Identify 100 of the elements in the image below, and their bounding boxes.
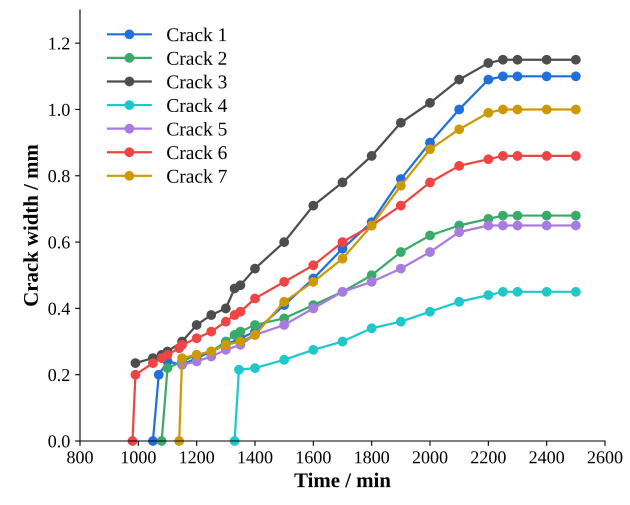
point <box>396 180 406 191</box>
x-tick-label: 2200 <box>471 451 506 464</box>
point <box>192 320 202 330</box>
point <box>279 296 290 307</box>
point <box>338 237 348 247</box>
point <box>498 151 508 161</box>
point <box>512 71 522 82</box>
legend-label: Crack 3 <box>167 74 227 88</box>
point <box>366 323 377 334</box>
point <box>454 124 464 134</box>
x-tick-label: 1000 <box>122 451 156 464</box>
point <box>425 247 435 257</box>
point <box>396 247 406 257</box>
point <box>308 344 318 355</box>
legend-label: Crack 6 <box>167 146 227 160</box>
point <box>542 104 552 114</box>
legend-label: Crack 7 <box>167 169 227 183</box>
point <box>512 104 522 114</box>
point <box>279 354 290 365</box>
point <box>220 304 231 314</box>
point <box>250 294 260 304</box>
x-tick-label: 2600 <box>588 451 622 464</box>
point <box>498 286 508 297</box>
x-tick-label: 2000 <box>412 451 448 464</box>
point <box>498 220 508 230</box>
point <box>512 286 522 297</box>
y-tick-label: 0.2 <box>48 368 70 382</box>
point <box>542 54 552 65</box>
legend-label: Crack 4 <box>167 98 228 112</box>
point <box>483 74 494 84</box>
point <box>570 104 581 114</box>
point <box>483 154 494 164</box>
legend-label: Crack 2 <box>167 51 226 65</box>
point <box>250 264 260 274</box>
point <box>338 254 348 264</box>
point <box>338 336 348 346</box>
legend-label: Crack 5 <box>167 122 227 136</box>
point <box>512 151 522 161</box>
point <box>454 104 464 114</box>
point <box>308 260 318 270</box>
point <box>483 108 494 118</box>
point <box>454 74 464 84</box>
x-tick-label: 1600 <box>296 451 331 464</box>
point <box>396 316 406 327</box>
y-tick-label: 0.6 <box>48 236 70 249</box>
point <box>250 363 260 373</box>
point <box>542 71 552 82</box>
point <box>177 353 187 363</box>
point <box>498 210 508 220</box>
point <box>279 320 290 330</box>
point <box>236 280 246 290</box>
x-tick-label: 1200 <box>180 451 214 464</box>
point <box>454 296 464 307</box>
point <box>279 277 290 287</box>
point <box>130 370 140 380</box>
point <box>366 277 377 287</box>
point <box>154 370 164 380</box>
point <box>366 151 377 161</box>
point <box>206 310 216 320</box>
point <box>338 178 348 188</box>
point <box>498 71 508 82</box>
point <box>570 71 581 82</box>
point <box>148 358 158 368</box>
x-tick-label: 1800 <box>355 451 390 464</box>
point <box>308 277 318 287</box>
y-tick-label: 0.8 <box>48 170 70 182</box>
point <box>498 104 508 114</box>
point <box>425 178 435 188</box>
legend-label: Crack 1 <box>167 28 226 42</box>
point <box>396 200 406 210</box>
point <box>192 333 202 344</box>
x-tick-label: 800 <box>67 451 93 464</box>
point <box>498 54 508 65</box>
point <box>162 350 172 360</box>
point <box>570 54 581 65</box>
point <box>220 316 231 327</box>
x-axis-title: Time / min <box>294 472 391 488</box>
point <box>206 326 216 336</box>
x-tick-label: 2400 <box>529 451 564 464</box>
point <box>454 160 464 171</box>
point <box>425 230 435 240</box>
point <box>250 320 260 330</box>
point <box>236 306 246 317</box>
point <box>512 220 522 230</box>
point <box>542 220 552 230</box>
point <box>234 364 244 375</box>
point <box>542 286 552 297</box>
point <box>308 304 318 314</box>
point <box>570 151 581 161</box>
y-axis-title: Crack width / mm <box>23 144 38 306</box>
point <box>130 358 140 368</box>
point <box>483 220 494 230</box>
point <box>483 290 494 300</box>
point <box>396 264 406 274</box>
point <box>512 54 522 65</box>
y-tick-label: 0.4 <box>48 302 70 315</box>
point <box>162 363 172 373</box>
point <box>425 144 435 154</box>
x-tick-label: 1400 <box>238 451 272 464</box>
point <box>279 237 290 247</box>
